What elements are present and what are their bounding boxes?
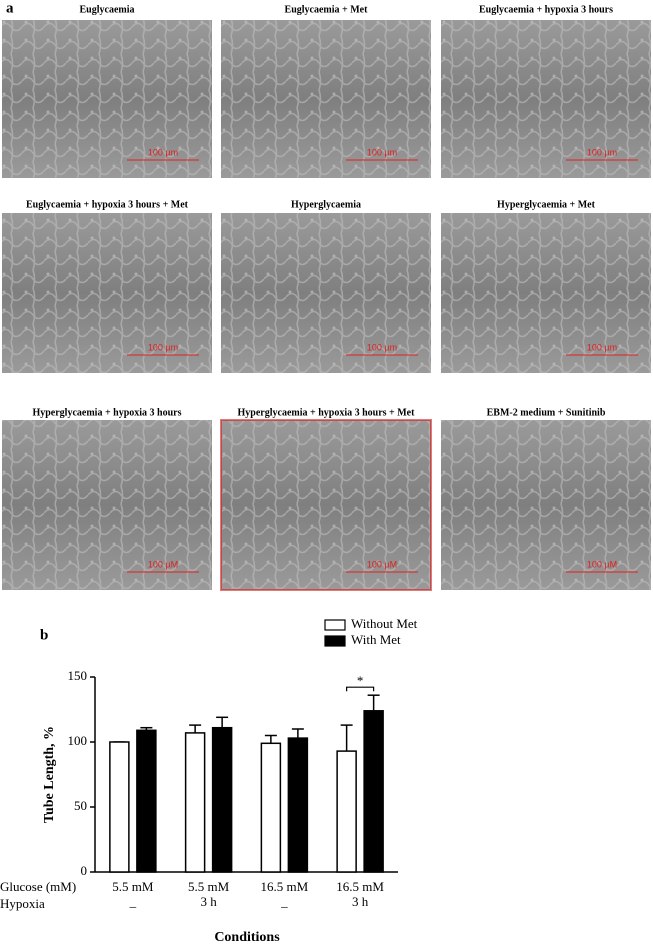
y-tick-label: 100 [68,733,88,748]
micrograph-texture [2,420,212,590]
bar [287,737,309,873]
scale-label: 100 µm [587,342,617,352]
legend-label: Without Met [351,616,418,631]
x-tick-label: 3 h [201,894,218,909]
micrograph-texture [221,20,431,178]
scale-label: 100 µM [587,559,617,569]
row-title: Hypoxia [0,896,45,911]
x-tick-label: 16.5 mM [336,879,384,894]
bar [109,741,130,873]
micrograph-texture [220,419,432,591]
bar [136,729,157,873]
image-title: Hyperglycaemia + hypoxia 3 hours [32,407,181,418]
micrograph-texture [2,213,212,373]
panel-label: b [40,627,48,643]
legend-label: With Met [351,632,401,647]
x-axis-label: Conditions [214,930,280,945]
x-tick-label: 3 h [352,894,369,909]
scale-label: 100 µm [367,342,397,352]
legend-swatch [324,635,346,647]
y-tick-label: 50 [74,798,87,813]
scale-label: 100 µM [148,559,178,569]
y-tick-label: 0 [81,863,88,878]
row-title: Glucose (mM) [0,879,76,894]
x-tick-label: 5.5 mM [188,879,230,894]
bar [260,742,282,873]
x-tick-label: _ [129,894,137,909]
x-tick-label: 5.5 mM [112,879,154,894]
bar [184,732,206,873]
scale-label: 100 µm [587,147,617,157]
image-title: Hyperglycaemia + Met [497,199,596,210]
y-tick-label: 150 [68,668,88,683]
image-title: Hyperglycaemia [291,199,361,210]
legend-swatch [324,619,346,631]
micrograph-texture [221,213,431,373]
micrograph-texture [441,213,651,373]
scale-label: 100 µm [148,342,178,352]
image-title: Euglycaemia [80,4,135,15]
panel-label: a [6,0,14,16]
micrograph-texture [2,20,212,178]
image-title: EBM-2 medium + Sunitinib [487,407,606,418]
scale-label: 100 µm [148,147,178,157]
image-title: Hyperglycaemia + hypoxia 3 hours + Met [238,407,416,418]
x-tick-label: _ [280,894,288,909]
bar [336,750,357,873]
significance-label: * [357,673,364,688]
scale-label: 100 µM [367,559,397,569]
x-tick-label: 16.5 mM [261,879,309,894]
scale-label: 100 µm [367,147,397,157]
micrograph-texture [441,420,651,590]
image-title: Euglycaemia + hypoxia 3 hours + Met [26,199,189,210]
significance-bracket [346,686,375,692]
y-axis-label: Tube Length, % [42,726,57,823]
bar [363,710,384,873]
micrograph-texture [441,20,651,178]
image-title: Euglycaemia + hypoxia 3 hours [479,4,613,15]
image-title: Euglycaemia + Met [285,4,369,15]
bar [211,726,233,873]
